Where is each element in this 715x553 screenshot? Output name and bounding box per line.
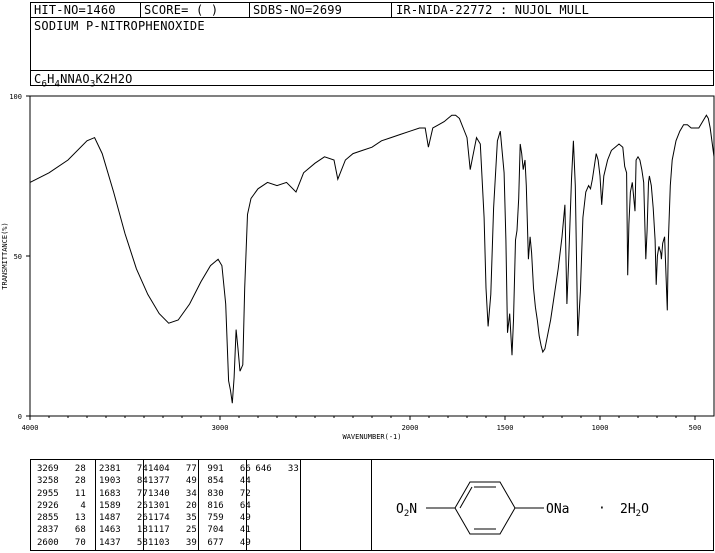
peak-table-row: 1174 35	[148, 513, 197, 524]
peak-table-sep-4	[246, 459, 247, 551]
peak-table-row: 2926 4	[37, 500, 86, 511]
peak-table-row: 646 33	[250, 464, 299, 474]
header-divider-bottom	[30, 70, 714, 71]
ir-spectrum-chart: 0 50 100 4000 3000 2000 1500 1000 500 WAVENUMBE…	[1, 93, 715, 441]
x-tick-label: 500	[689, 424, 702, 432]
peak-table-row: 1404 77	[148, 464, 197, 474]
spectrum-line	[29, 114, 715, 404]
peak-table-row: 1377 49	[148, 476, 197, 487]
peak-table-row: 704 41	[202, 525, 251, 536]
x-axis-label: WAVENUMBER(-1)	[342, 433, 401, 441]
peak-table-sep-6	[371, 459, 372, 551]
y-axis-label: TRANSMITTANCE(%)	[1, 222, 9, 289]
nitro-group-label: O2N	[396, 502, 417, 519]
x-tick-label: 4000	[22, 424, 39, 432]
peak-table-row: 1340 34	[148, 488, 197, 499]
peak-table-column: 991 66 854 44 830 72 816 64 759 49 704 4…	[202, 463, 251, 549]
y-tick-label: 100	[9, 93, 22, 101]
peak-table-row: 1117 25	[148, 525, 197, 536]
peak-table-row: 1589 26	[99, 500, 148, 511]
y-tick-label: 50	[14, 253, 22, 261]
peak-table-row: 1437 58	[99, 537, 148, 548]
y-tick-label: 0	[18, 413, 22, 421]
ring-double-bond-3	[459, 486, 473, 509]
peak-table-row: 2955 11	[37, 488, 86, 499]
x-tick-label: 1500	[497, 424, 514, 432]
benzene-ring	[454, 481, 516, 535]
peak-table-row: 1463 18	[99, 525, 148, 536]
peak-table-column: 1404 77 1377 49 1340 34 1301 20 1174 35 1117 …	[148, 463, 197, 549]
peak-table-row: 2600 70	[37, 537, 86, 548]
peak-table-row: 1683 77	[99, 488, 148, 499]
header-sep-1	[140, 2, 141, 17]
peak-table-row: 759 49	[202, 513, 251, 524]
peak-table-row: 854 44	[202, 476, 251, 487]
peak-table-row: 3269 28	[37, 464, 86, 474]
peak-table-sep-1	[95, 459, 96, 551]
peak-table-row: 2855 13	[37, 513, 86, 524]
header-sep-2	[249, 2, 250, 17]
header-divider-top	[30, 17, 714, 18]
peak-table-row: 2381 74	[99, 464, 148, 474]
hydrate-label: 2H2O	[620, 502, 649, 519]
sdbs-number: SDBS-NO=2699	[253, 3, 343, 17]
peak-table-sep-5	[300, 459, 301, 551]
peak-table-row: 1301 20	[148, 500, 197, 511]
x-tick-label: 3000	[212, 424, 229, 432]
peak-table-row: 1487 26	[99, 513, 148, 524]
peak-table-row: 2837 68	[37, 525, 86, 536]
peak-table-column: 3269 28 3258 28 2955 11 2926 4 2855 13 2837 6…	[37, 463, 86, 549]
molecular-formula: C6H4NNAO3K2H2O	[34, 72, 133, 90]
peak-table-box	[30, 459, 714, 551]
header-sep-3	[391, 2, 392, 17]
peak-table-row: 1103 39	[148, 537, 197, 548]
peak-table-row: 3258 28	[37, 476, 86, 487]
x-tick-label: 2000	[402, 424, 419, 432]
peak-table-row: 1903 84	[99, 476, 148, 487]
chemical-structure: O2N ONa · 2H2O	[396, 481, 649, 535]
peak-table-row: 816 64	[202, 500, 251, 511]
peak-table-column: 646 33	[250, 463, 299, 475]
hydrate-dot: ·	[598, 501, 606, 516]
compound-name: SODIUM P-NITROPHENOXIDE	[34, 19, 205, 33]
peak-table-sep-2	[143, 459, 144, 551]
header-box	[30, 2, 714, 86]
score: SCORE= ( )	[144, 3, 219, 17]
ir-nida-number: IR-NIDA-22772 : NUJOL MULL	[396, 3, 590, 17]
peak-table-column: 2381 74 1903 84 1683 77 1589 26 1487 26 1463 …	[99, 463, 148, 549]
peak-table-row: 677 49	[202, 537, 251, 548]
peak-table-row: 830 72	[202, 488, 251, 499]
sodium-oxide-label: ONa	[546, 502, 569, 517]
peak-table-row: 991 66	[202, 464, 251, 474]
x-tick-label: 1000	[592, 424, 609, 432]
hit-number: HIT-NO=1460	[34, 3, 116, 17]
peak-table-sep-3	[198, 459, 199, 551]
